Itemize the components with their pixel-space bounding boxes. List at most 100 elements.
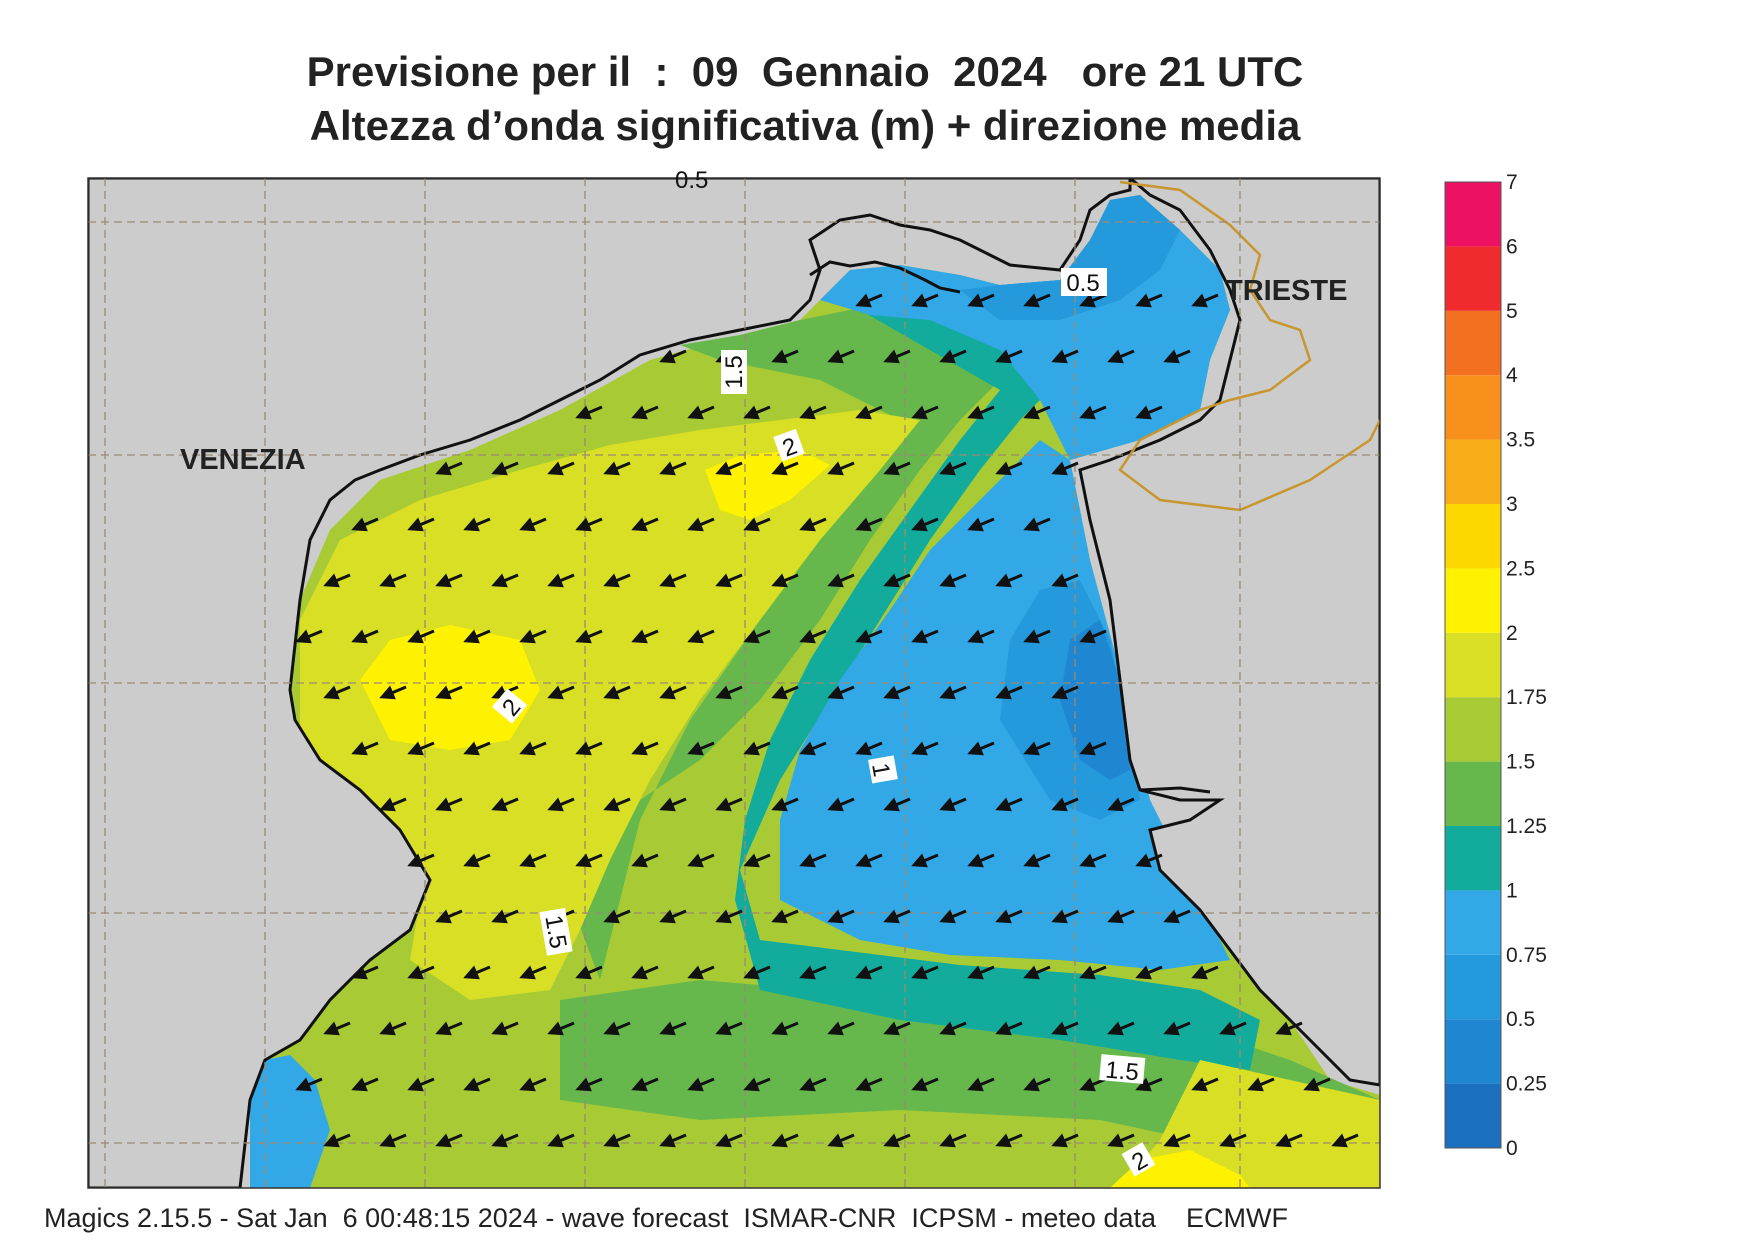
wave-direction-arrow (771, 1021, 799, 1036)
wave-direction-arrow (1051, 1133, 1079, 1148)
wave-direction-arrow (715, 909, 743, 924)
colorbar-swatch (1445, 826, 1501, 891)
wave-direction-arrow (547, 1133, 575, 1148)
wave-direction-arrow (743, 853, 771, 868)
wave-direction-arrow (435, 797, 463, 812)
band-1-75 (300, 410, 920, 1000)
wave-direction-arrow (883, 461, 911, 476)
wave-direction-arrow (463, 853, 491, 868)
wave-direction-arrow (911, 1077, 939, 1092)
wave-direction-arrow (939, 573, 967, 588)
wave-direction-arrow (575, 1077, 603, 1092)
colorbar-swatch (1445, 761, 1501, 826)
wave-direction-arrow (855, 741, 883, 756)
wave-direction-arrow (995, 461, 1023, 476)
contour-label-top: 0.5 (675, 167, 708, 194)
contour-label: 0.5 (1066, 270, 1099, 297)
wave-direction-arrow (883, 1021, 911, 1036)
wave-direction-arrow (995, 909, 1023, 924)
wave-direction-arrow (771, 1133, 799, 1148)
wave-direction-arrow (295, 1077, 323, 1092)
wave-direction-arrow (631, 965, 659, 980)
wave-direction-arrow (1051, 1021, 1079, 1036)
wave-direction-arrow (687, 1077, 715, 1092)
wave-direction-arrow (827, 349, 855, 364)
wave-direction-arrow (1247, 1077, 1275, 1092)
colorbar-swatch (1445, 310, 1501, 376)
wave-direction-arrow (1051, 685, 1079, 700)
wave-direction-arrow (715, 573, 743, 588)
wave-direction-arrow (771, 349, 799, 364)
wave-direction-arrow (967, 965, 995, 980)
wave-direction-arrow (827, 461, 855, 476)
wave-direction-arrow (967, 853, 995, 868)
wave-direction-arrow (1023, 517, 1051, 532)
wave-direction-arrow (491, 461, 519, 476)
wave-direction-arrow (1331, 1133, 1359, 1148)
wave-direction-arrow (631, 1077, 659, 1092)
coast-detail (1139, 786, 1211, 794)
chart-title-line2: Altezza d’onda significativa (m) + direz… (309, 102, 1301, 149)
wave-direction-arrow (855, 1077, 883, 1092)
colorbar-swatch (1445, 954, 1501, 1020)
colorbar-swatch (1445, 632, 1501, 698)
colorbar-frame (1444, 181, 1502, 1149)
wave-direction-arrow (547, 685, 575, 700)
city-label-venezia: VENEZIA (180, 444, 306, 476)
wave-direction-arrow (631, 741, 659, 756)
colorbar-swatch (1445, 504, 1501, 569)
wave-direction-arrow (575, 629, 603, 644)
wave-direction-arrow (659, 685, 687, 700)
wave-direction-arrow (995, 1021, 1023, 1036)
wave-direction-arrow (491, 797, 519, 812)
wave-direction-arrow (575, 517, 603, 532)
colorbar-tick-label: 0.75 (1506, 944, 1547, 967)
wave-direction-arrow (659, 1021, 687, 1036)
wave-direction-arrow (1023, 741, 1051, 756)
wave-direction-arrow (1275, 1133, 1303, 1148)
wave-direction-arrow (603, 685, 631, 700)
wave-direction-arrow (687, 741, 715, 756)
wave-direction-arrow (967, 517, 995, 532)
colorbar-tick-label: 1.75 (1506, 686, 1547, 709)
wave-direction-arrow (967, 741, 995, 756)
wave-direction-arrow (715, 1133, 743, 1148)
wave-direction-arrow (631, 629, 659, 644)
colorbar-swatch (1445, 439, 1501, 504)
wave-direction-arrow (883, 909, 911, 924)
wave-direction-arrow (547, 797, 575, 812)
wave-direction-arrow (743, 629, 771, 644)
wave-direction-arrow (659, 909, 687, 924)
wave-direction-arrow (1163, 1021, 1191, 1036)
wave-direction-arrow (939, 349, 967, 364)
wave-direction-arrow (1051, 573, 1079, 588)
wave-direction-arrow (1079, 965, 1107, 980)
wave-direction-arrow (379, 797, 407, 812)
colorbar-tick-label: 2 (1506, 622, 1518, 645)
wave-direction-arrow (1135, 853, 1163, 868)
wave-direction-arrow (1191, 1077, 1219, 1092)
wave-direction-arrow (939, 1133, 967, 1148)
wave-direction-arrow (995, 685, 1023, 700)
wave-direction-arrow (351, 965, 379, 980)
wave-direction-arrow (575, 741, 603, 756)
wave-direction-arrow (323, 1133, 351, 1148)
wave-direction-arrow (351, 517, 379, 532)
wave-direction-arrow (603, 573, 631, 588)
wave-direction-arrow (1163, 349, 1191, 364)
wave-direction-arrow (435, 461, 463, 476)
band-2 (705, 450, 830, 520)
wave-direction-arrow (967, 1077, 995, 1092)
wave-direction-arrow (1107, 1133, 1135, 1148)
wave-direction-arrow (771, 573, 799, 588)
wave-direction-arrow (407, 741, 435, 756)
wave-direction-arrow (1135, 1077, 1163, 1092)
wave-direction-arrow (435, 1133, 463, 1148)
wave-direction-arrow (1219, 1133, 1247, 1148)
wave-direction-arrow (379, 685, 407, 700)
colorbar-swatch (1445, 246, 1501, 311)
contour-labels: 0.5 1.5 2 2 1 1.5 1.5 2 (492, 268, 1156, 1177)
wave-direction-arrow (603, 461, 631, 476)
wave-direction-arrow (631, 853, 659, 868)
wave-direction-arrow (827, 685, 855, 700)
